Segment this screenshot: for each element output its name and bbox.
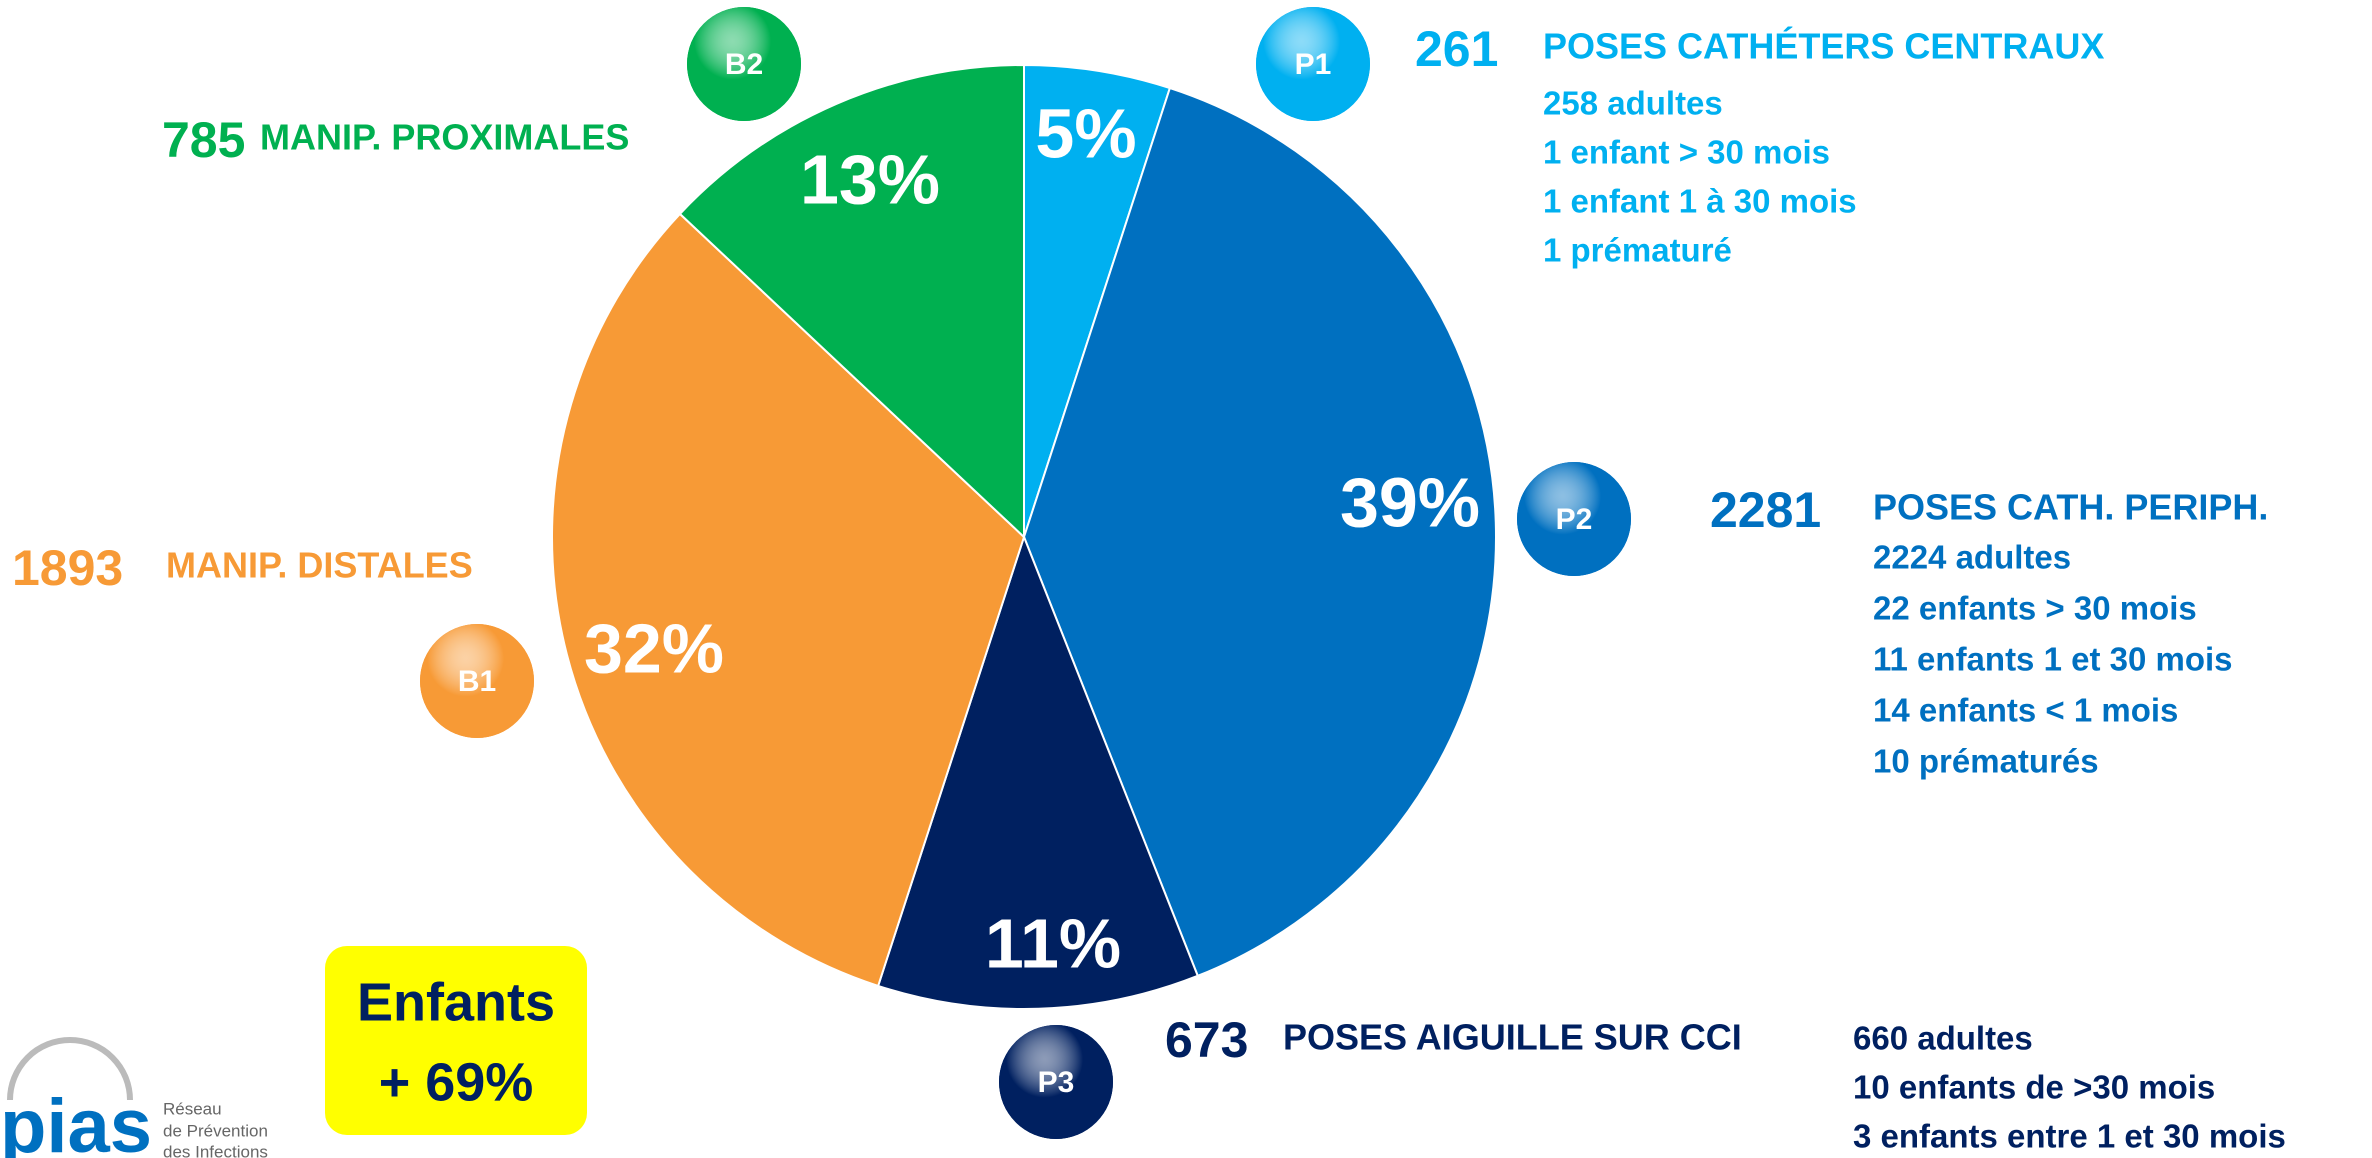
pie-slice: [1022, 86, 1497, 978]
badge-label: P1: [1295, 48, 1332, 81]
annotation-detail: 22 enfants > 30 mois: [1873, 590, 2197, 627]
annotation-count: 261: [1415, 21, 1498, 77]
annotation-detail: 1 enfant 1 à 30 mois: [1543, 183, 1857, 220]
annotation-detail: 258 adultes: [1543, 85, 1723, 122]
annotation-detail: 10 enfants de >30 mois: [1853, 1069, 2215, 1106]
badge-label: B2: [725, 48, 763, 81]
annotation-title: MANIP. PROXIMALES: [260, 117, 629, 158]
badge-shine: [999, 1025, 1113, 1139]
annotation-count: 2281: [1710, 482, 1821, 538]
logo-name: pias: [0, 1084, 152, 1158]
annotation-title: MANIP. DISTALES: [166, 545, 473, 586]
pie-slice: [678, 63, 1025, 540]
annotation-detail: 14 enfants < 1 mois: [1873, 692, 2178, 729]
annotation-count: 1893: [12, 540, 123, 596]
slice-label: 32%: [584, 609, 724, 687]
slice-label: 11%: [985, 904, 1121, 982]
annotation-title: POSES CATH. PERIPH.: [1873, 487, 2268, 528]
slice-label: 39%: [1340, 463, 1480, 541]
annotation-detail: 2224 adultes: [1873, 539, 2071, 576]
slice-label: 13%: [800, 140, 940, 218]
annotation-detail: 660 adultes: [1853, 1020, 2033, 1057]
pie-slice: [1023, 63, 1172, 538]
annotation-count: 785: [162, 112, 245, 168]
pie-slice: [876, 534, 1200, 1010]
annotation-title: POSES CATHÉTERS CENTRAUX: [1543, 26, 2104, 67]
logo-tagline: Réseau: [163, 1099, 222, 1118]
badge-shine: [687, 7, 801, 121]
pie-slice: [551, 212, 1026, 988]
annotation-detail: 3 enfants entre 1 et 30 mois: [1853, 1118, 2286, 1155]
callout-box: [325, 946, 587, 1135]
logo-tagline: des Infections: [163, 1142, 268, 1158]
badge-label: P3: [1038, 1066, 1075, 1099]
annotation-detail: 10 prématurés: [1873, 743, 2099, 780]
badge-label: B1: [458, 665, 496, 698]
badge-shine: [1517, 462, 1631, 576]
annotation-detail: 1 enfant > 30 mois: [1543, 134, 1830, 171]
annotation-count: 673: [1165, 1012, 1248, 1068]
callout-line: Enfants: [357, 972, 555, 1032]
annotation-detail: 1 prématuré: [1543, 232, 1732, 269]
logo-tagline: de Prévention: [163, 1121, 268, 1140]
logo-arc: [7, 1037, 133, 1101]
callout-line: + 69%: [379, 1052, 534, 1112]
badge-label: P2: [1556, 503, 1593, 536]
slice-label: 5%: [1035, 94, 1136, 172]
annotation-title: POSES AIGUILLE SUR CCI: [1283, 1017, 1742, 1058]
annotation-detail: 11 enfants 1 et 30 mois: [1873, 641, 2233, 678]
badge-shine: [1256, 7, 1370, 121]
badge-shine: [420, 624, 534, 738]
